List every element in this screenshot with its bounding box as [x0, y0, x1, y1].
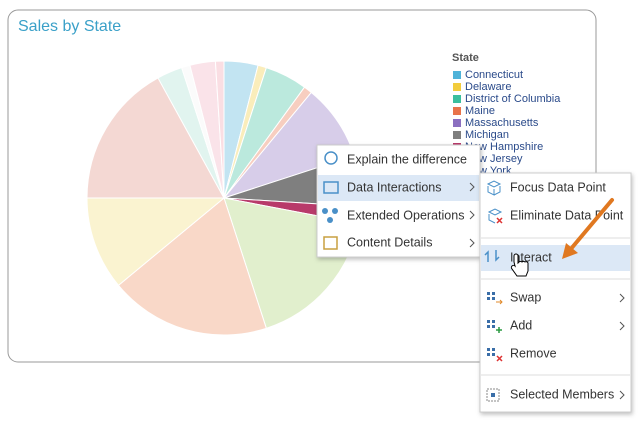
legend-title: State — [452, 52, 479, 64]
legend-label: Massachusetts — [465, 117, 539, 129]
menu-item[interactable]: Interact — [510, 250, 552, 264]
menu-item[interactable]: Swap — [510, 290, 541, 304]
icon — [496, 299, 503, 305]
submenu-arrows — [619, 293, 625, 400]
icon — [486, 388, 500, 402]
submenu-arrows — [469, 182, 475, 248]
pie-slice — [117, 197, 267, 336]
legend-swatch — [453, 107, 461, 115]
context-menu: Explain the difference Data Interactions E… — [316, 144, 481, 258]
menu-panel — [479, 172, 632, 413]
icon — [486, 180, 502, 196]
legend-label: New Hampshire — [465, 141, 543, 153]
menu-highlight — [481, 245, 630, 271]
icon — [496, 217, 503, 224]
menu-item[interactable]: Add — [510, 318, 532, 332]
legend-label: Maine — [465, 105, 495, 117]
icon — [323, 181, 339, 194]
pie-slice — [86, 197, 226, 287]
menu-item[interactable]: Extended Operations — [347, 208, 464, 222]
icon — [496, 355, 503, 362]
icon — [487, 208, 503, 224]
cursor — [510, 253, 529, 277]
icon — [324, 151, 338, 165]
legend-swatch — [453, 131, 461, 139]
menu-item[interactable]: Explain the difference — [347, 152, 467, 166]
menu-highlight — [318, 175, 479, 201]
menu-item[interactable]: Selected Members — [510, 387, 614, 401]
pie-slice — [214, 60, 225, 199]
chart-title: Sales by State — [18, 18, 121, 35]
legend-swatch — [453, 95, 461, 103]
icon — [496, 327, 502, 333]
legend-label: Connecticut — [465, 69, 523, 81]
legend-swatch — [453, 119, 461, 127]
menu-item[interactable]: Focus Data Point — [510, 180, 606, 194]
icon — [322, 208, 338, 223]
context-submenu: Focus Data Point Eliminate Data Point Inte… — [479, 172, 632, 413]
menu-item[interactable]: Content Details — [347, 235, 432, 249]
icon — [491, 393, 495, 397]
legend-swatch — [453, 71, 461, 79]
legend-label: Michigan — [465, 129, 509, 141]
legend-label: Delaware — [465, 81, 511, 93]
pie-slice — [86, 77, 225, 199]
menu-item[interactable]: Data Interactions — [347, 180, 442, 194]
icon — [487, 292, 495, 356]
legend-swatch — [453, 83, 461, 91]
menu-item[interactable]: Eliminate Data Point — [510, 208, 624, 222]
annotation-arrow — [568, 198, 614, 252]
icon — [323, 236, 338, 250]
annotation-arrowhead — [562, 243, 578, 259]
menu-item[interactable]: Remove — [510, 346, 557, 360]
icon — [484, 250, 500, 262]
legend-label: District of Columbia — [465, 93, 561, 105]
